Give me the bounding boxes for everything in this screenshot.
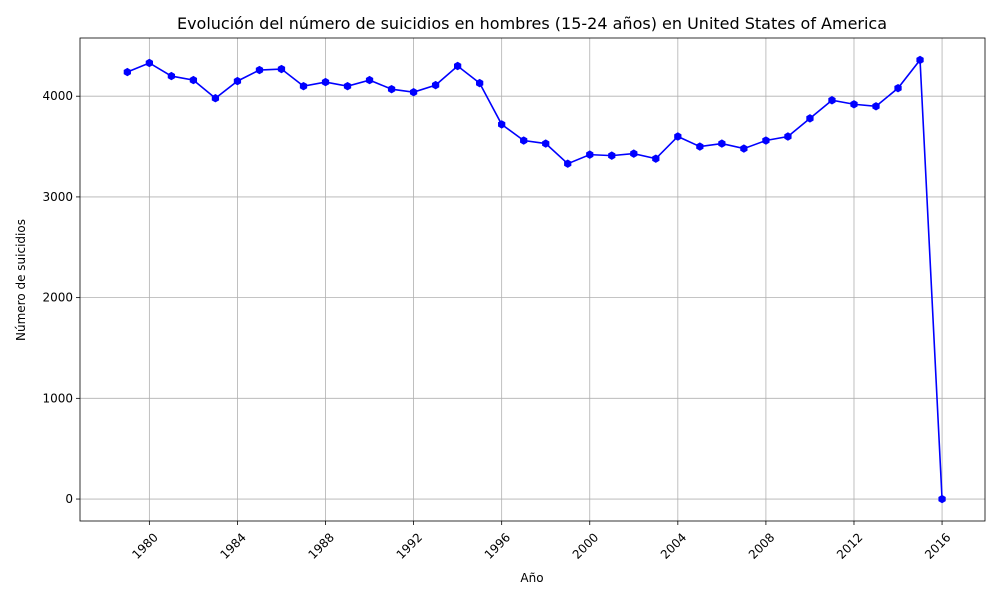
data-point bbox=[542, 139, 550, 148]
y-ticks: 0 1000 2000 3000 4000 bbox=[42, 89, 80, 506]
data-point bbox=[277, 64, 286, 74]
data-point bbox=[850, 100, 858, 109]
x-tick-label: 1988 bbox=[306, 530, 337, 561]
data-point bbox=[718, 139, 726, 148]
y-tick-label: 3000 bbox=[42, 190, 73, 204]
data-point bbox=[586, 150, 594, 159]
data-point bbox=[255, 65, 264, 75]
data-point bbox=[608, 151, 616, 160]
data-point bbox=[916, 55, 924, 65]
data-point bbox=[762, 136, 770, 145]
y-tick-label: 4000 bbox=[42, 89, 73, 103]
series-points bbox=[123, 55, 946, 504]
y-axis-label: Número de suicidios bbox=[14, 219, 28, 341]
data-point bbox=[894, 83, 902, 93]
series-line bbox=[127, 57, 943, 500]
data-point bbox=[343, 81, 352, 91]
data-point bbox=[564, 159, 572, 168]
data-point bbox=[387, 84, 396, 94]
data-point bbox=[630, 149, 638, 158]
data-point bbox=[520, 136, 528, 145]
data-point bbox=[299, 81, 308, 91]
data-point bbox=[453, 61, 462, 71]
x-axis-label: Año bbox=[520, 571, 543, 585]
y-tick-label: 1000 bbox=[42, 391, 73, 405]
x-tick-label: 2004 bbox=[658, 530, 689, 561]
x-tick-label: 2016 bbox=[922, 530, 953, 561]
data-point bbox=[938, 494, 946, 504]
data-point bbox=[233, 76, 242, 86]
x-ticks: 1980 1984 1988 1992 1996 2000 2004 2008 2012 2016 bbox=[129, 521, 954, 562]
x-tick-label: 1980 bbox=[129, 530, 160, 561]
data-point bbox=[740, 144, 748, 153]
data-point bbox=[806, 114, 814, 123]
data-point bbox=[145, 58, 153, 68]
data-point bbox=[652, 154, 660, 163]
x-tick-label: 1996 bbox=[482, 530, 513, 561]
data-point bbox=[409, 87, 418, 97]
data-point bbox=[365, 75, 374, 85]
x-tick-label: 1984 bbox=[217, 530, 248, 561]
data-point bbox=[696, 142, 704, 151]
data-point bbox=[674, 132, 682, 141]
y-tick-label: 0 bbox=[65, 492, 73, 506]
data-point bbox=[498, 120, 506, 129]
x-tick-label: 2000 bbox=[570, 530, 601, 561]
data-point bbox=[167, 71, 176, 81]
data-point bbox=[828, 96, 836, 105]
data-point bbox=[189, 75, 198, 85]
data-point bbox=[321, 77, 330, 87]
y-tick-label: 2000 bbox=[42, 291, 73, 305]
data-point bbox=[211, 94, 220, 103]
data-point bbox=[123, 67, 131, 77]
data-point bbox=[431, 80, 440, 90]
data-point bbox=[784, 132, 792, 141]
chart-title: Evolución del número de suicidios en hom… bbox=[177, 14, 887, 33]
grid-lines bbox=[80, 38, 985, 521]
data-point bbox=[476, 78, 484, 88]
x-tick-label: 1992 bbox=[394, 530, 425, 561]
plot-frame bbox=[79, 37, 986, 522]
x-tick-label: 2008 bbox=[746, 530, 777, 561]
x-tick-label: 2012 bbox=[834, 530, 865, 561]
data-point bbox=[872, 102, 880, 111]
